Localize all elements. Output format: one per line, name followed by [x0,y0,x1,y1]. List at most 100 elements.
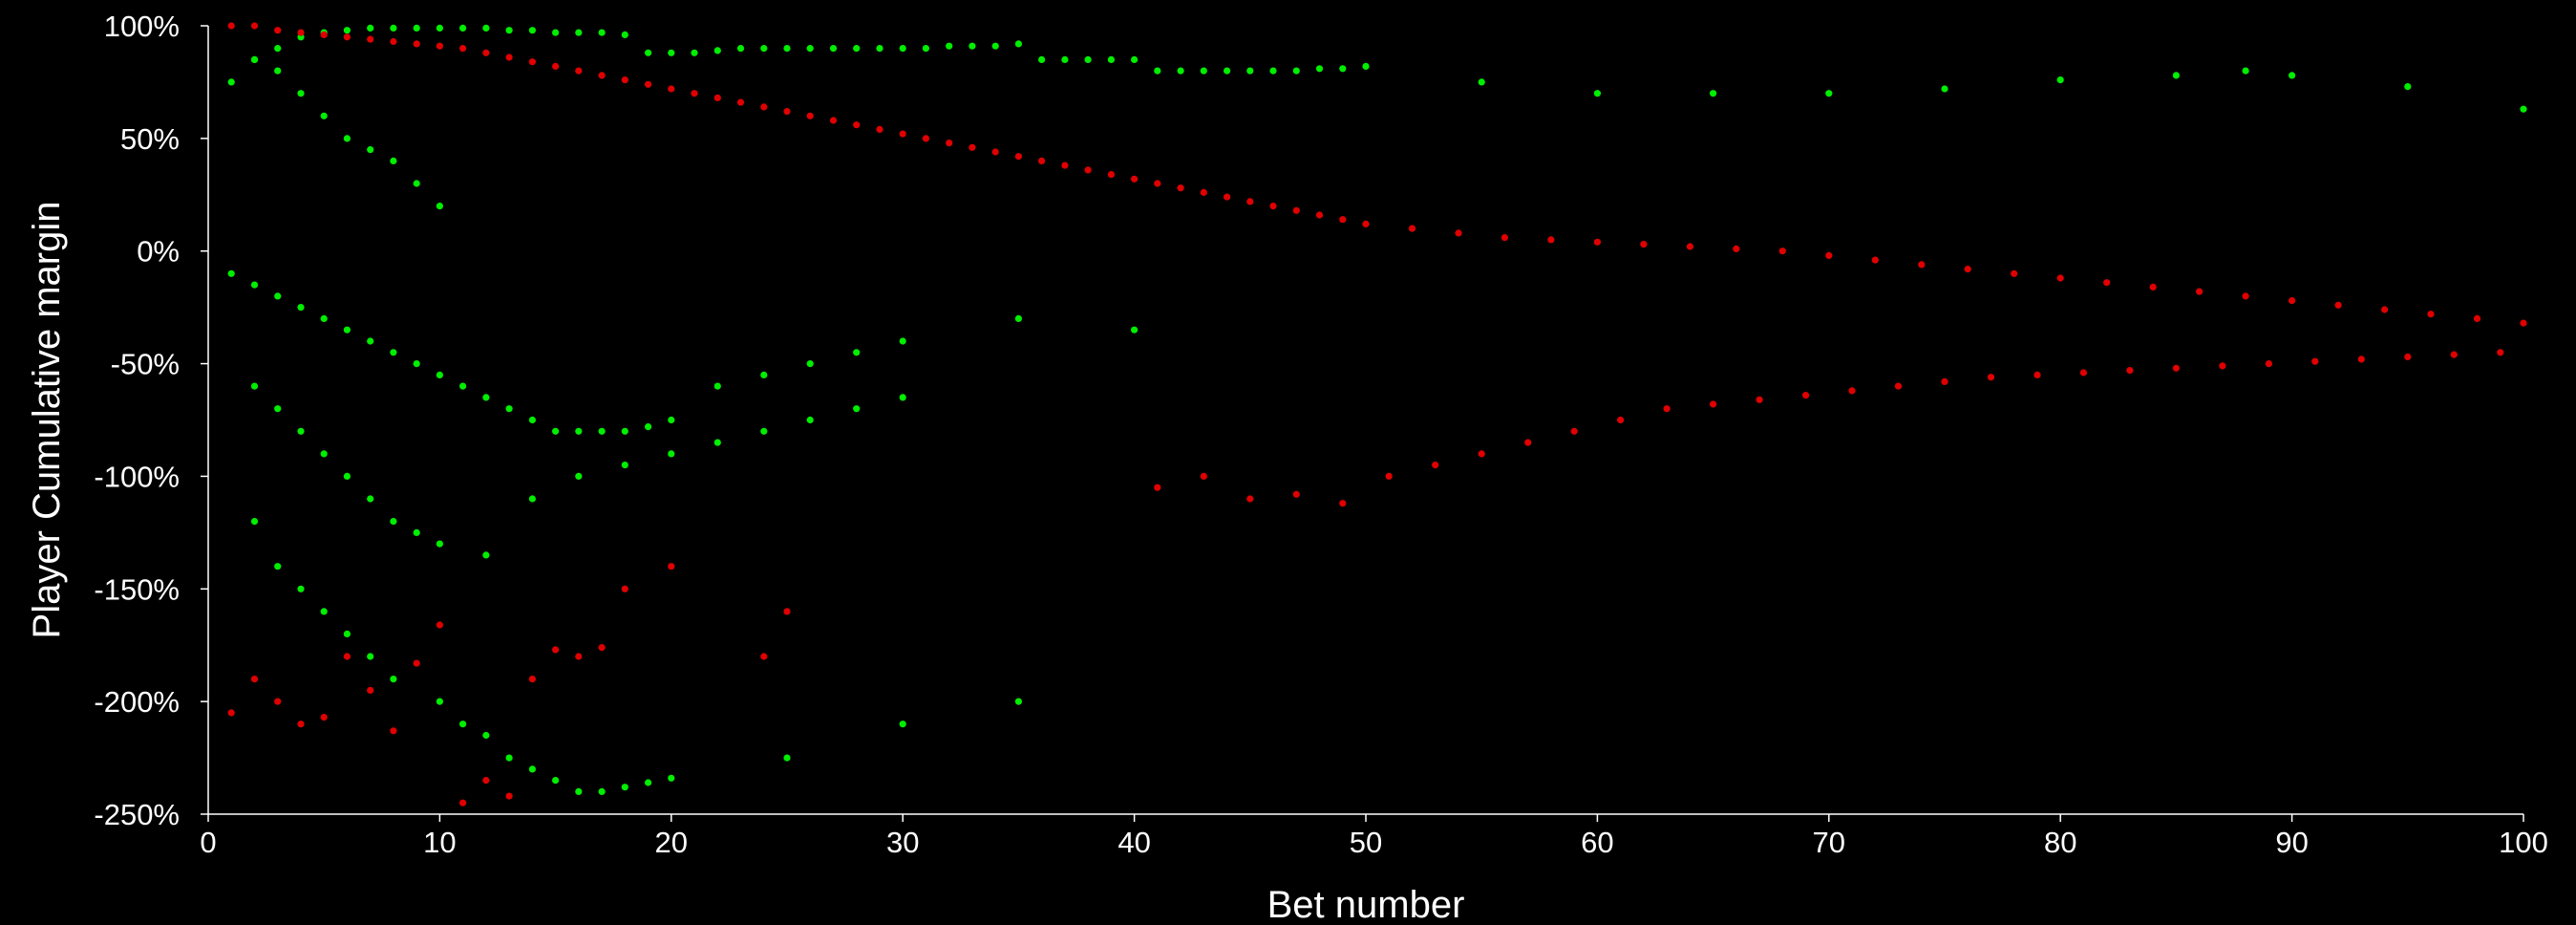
data-point [1802,392,1810,399]
data-point [760,103,768,111]
data-point [1778,247,1786,255]
data-point [783,45,791,53]
data-point [1385,472,1393,480]
data-point [1200,188,1207,196]
data-point [668,49,675,56]
data-point [598,72,606,79]
x-tick-label: 0 [200,826,216,859]
x-tick-label: 50 [1350,826,1382,859]
data-point [413,360,420,368]
data-point [899,130,906,138]
data-point [1154,67,1161,75]
data-point [1154,484,1161,491]
data-point [413,24,420,32]
data-point [1617,416,1625,424]
data-point [482,24,490,32]
data-point [2056,76,2064,84]
x-tick-label: 60 [1581,826,1613,859]
data-point [2289,72,2296,79]
data-point [575,472,583,480]
data-point [668,563,675,570]
data-point [899,394,906,401]
data-point [806,112,814,119]
data-point [713,439,721,446]
x-axis-title: Bet number [1267,884,1465,925]
data-point [274,563,282,570]
data-point [1269,203,1277,210]
data-point [274,405,282,413]
data-point [1014,153,1022,161]
series-1-points [227,22,2527,807]
data-point [1987,374,1995,381]
data-point [736,98,745,106]
data-point [528,58,537,66]
data-point [1593,238,1601,246]
data-point [1200,67,1207,75]
data-point [621,462,628,469]
data-point [1941,85,1948,93]
data-point [621,76,628,84]
data-point [1478,450,1485,458]
data-point [505,54,513,61]
data-point [1593,90,1601,97]
data-point [482,777,490,785]
data-point [1825,251,1833,259]
data-point [1871,256,1879,264]
data-point [1131,326,1139,333]
data-point [320,714,328,721]
data-point [227,709,235,717]
data-point [343,135,351,142]
data-point [1941,377,1948,385]
data-point [946,140,953,147]
data-point [1640,241,1648,248]
data-point [2056,274,2064,282]
data-point [528,676,537,683]
data-point [575,29,583,36]
data-point [668,416,675,424]
data-point [552,427,560,435]
data-point [783,608,791,615]
data-point [320,31,328,39]
data-point [899,45,906,53]
data-point [645,49,652,56]
data-point [645,80,652,88]
data-point [274,67,282,75]
data-point [1501,234,1508,242]
data-point [1107,55,1115,63]
data-point [829,45,838,53]
data-point [320,608,328,615]
y-tick-label: -250% [94,798,180,831]
data-point [2404,83,2412,91]
data-point [297,29,305,36]
data-point [853,405,861,413]
data-point [645,779,652,786]
y-axis-ticks: 100% 50% 0% -50% -100% -150% -200% -250% [94,10,208,831]
data-point [645,423,652,431]
data-point [1733,245,1740,252]
data-point [575,67,583,75]
series-0-points [227,24,2527,796]
data-point [505,405,513,413]
data-point [2126,367,2134,375]
data-point [459,24,467,32]
data-point [1362,62,1370,70]
data-point [528,495,537,503]
x-axis-ticks: 0 10 20 30 40 50 60 70 80 90 100 [200,814,2548,859]
data-point [1038,55,1046,63]
data-point [367,495,374,503]
data-point [1848,387,1856,395]
data-point [505,754,513,762]
data-point [390,676,397,683]
data-point [621,31,628,39]
data-point [482,551,490,559]
data-point [482,49,490,56]
data-point [1339,500,1347,507]
data-point [691,49,698,56]
data-point [343,326,351,333]
data-point [459,799,467,807]
data-point [598,787,606,796]
y-tick-label: -150% [94,572,180,606]
data-point [436,203,443,210]
data-point [1964,266,1971,273]
